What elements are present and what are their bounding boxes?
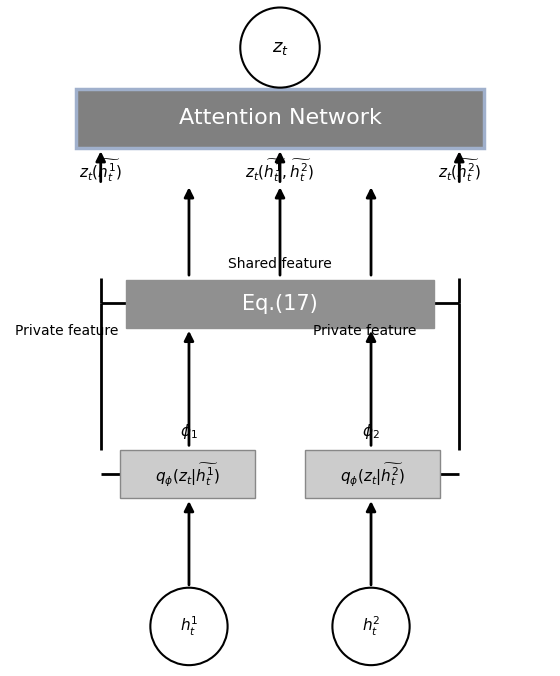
Text: Private feature: Private feature <box>313 324 417 338</box>
Text: Private feature: Private feature <box>15 324 119 338</box>
Text: $q_{\phi}(z_t|\widetilde{h_t^1})$: $q_{\phi}(z_t|\widetilde{h_t^1})$ <box>155 461 221 487</box>
FancyBboxPatch shape <box>76 89 484 148</box>
Text: $\phi_1$: $\phi_1$ <box>180 422 198 441</box>
Text: Shared feature: Shared feature <box>228 258 332 271</box>
Ellipse shape <box>150 587 227 665</box>
Text: $z_t$: $z_t$ <box>272 39 288 57</box>
Text: Eq.(17): Eq.(17) <box>242 294 318 314</box>
Ellipse shape <box>333 587 410 665</box>
FancyBboxPatch shape <box>305 450 440 498</box>
Text: $z_t(\widetilde{h_t^1})$: $z_t(\widetilde{h_t^1})$ <box>79 158 122 185</box>
Text: Attention Network: Attention Network <box>179 108 381 128</box>
FancyBboxPatch shape <box>125 280 435 328</box>
Text: $q_{\phi}(z_t|\widetilde{h_t^2})$: $q_{\phi}(z_t|\widetilde{h_t^2})$ <box>339 461 405 487</box>
Text: $h_t^2$: $h_t^2$ <box>362 615 380 638</box>
Ellipse shape <box>240 7 320 88</box>
Text: $z_t(\widetilde{h_t^2})$: $z_t(\widetilde{h_t^2})$ <box>438 158 481 185</box>
Text: $h_t^1$: $h_t^1$ <box>180 615 198 638</box>
Text: $z_t(\widetilde{h_t^1},\widetilde{h_t^2})$: $z_t(\widetilde{h_t^1},\widetilde{h_t^2}… <box>245 158 315 185</box>
Text: $\phi_2$: $\phi_2$ <box>362 422 380 441</box>
FancyBboxPatch shape <box>120 450 255 498</box>
